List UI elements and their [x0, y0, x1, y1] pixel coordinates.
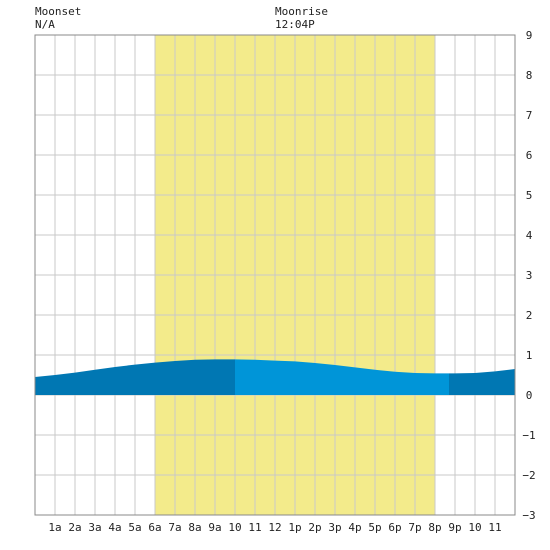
tide-area-dark: [449, 369, 515, 395]
x-tick-label: 1p: [288, 521, 301, 534]
y-tick-label: 0: [526, 389, 533, 402]
x-tick-labels: 1a 2a 3a 4a 5a 6a 7a 8a 9a 10 11 12 1p 2p 3p 4p 5p 6p 7p 8p…: [48, 521, 501, 534]
x-tick-label: 8a: [188, 521, 201, 534]
x-tick-label: 4p: [348, 521, 361, 534]
moonset-value: N/A: [35, 18, 55, 31]
x-tick-label: 9p: [448, 521, 461, 534]
x-tick-label: 7a: [168, 521, 181, 534]
y-tick-label: 7: [526, 109, 533, 122]
y-tick-label: 5: [526, 189, 533, 202]
y-tick-label: 4: [526, 229, 533, 242]
x-tick-label: 9a: [208, 521, 221, 534]
x-tick-label: 11: [488, 521, 501, 534]
x-tick-label: 4a: [108, 521, 121, 534]
y-tick-label: 2: [526, 309, 533, 322]
x-tick-label: 7p: [408, 521, 421, 534]
x-tick-label: 10: [468, 521, 481, 534]
plot-frame: [34, 34, 516, 516]
tide-area-layer: [35, 359, 515, 395]
x-tick-label: 6p: [388, 521, 401, 534]
x-tick-label: 1a: [48, 521, 61, 534]
x-tick-label: 5a: [128, 521, 141, 534]
y-tick-label: −3: [522, 509, 535, 522]
x-tick-label: 10: [228, 521, 241, 534]
tide-area-dark: [35, 359, 235, 395]
y-tick-labels: 9 8 7 6 5 4 3 2 1 0 −1 −2 −3: [522, 29, 535, 522]
moonset-label: Moonset: [35, 5, 82, 18]
y-tick-label: 8: [526, 69, 533, 82]
y-tick-label: 6: [526, 149, 533, 162]
y-tick-label: −2: [522, 469, 535, 482]
x-tick-label: 2p: [308, 521, 321, 534]
x-tick-label: 3p: [328, 521, 341, 534]
tide-area-light: [235, 359, 449, 395]
y-tick-label: −1: [522, 429, 535, 442]
x-tick-label: 3a: [88, 521, 101, 534]
moonrise-label: Moonrise: [275, 5, 328, 18]
x-tick-label: 5p: [368, 521, 381, 534]
x-tick-label: 6a: [148, 521, 161, 534]
x-tick-label: 2a: [68, 521, 81, 534]
y-tick-label: 3: [526, 269, 533, 282]
x-tick-label: 8p: [428, 521, 441, 534]
moonrise-value: 12:04P: [275, 18, 315, 31]
y-tick-label: 1: [526, 349, 533, 362]
x-tick-label: 11: [248, 521, 261, 534]
y-tick-label: 9: [526, 29, 533, 42]
x-tick-label: 12: [268, 521, 281, 534]
